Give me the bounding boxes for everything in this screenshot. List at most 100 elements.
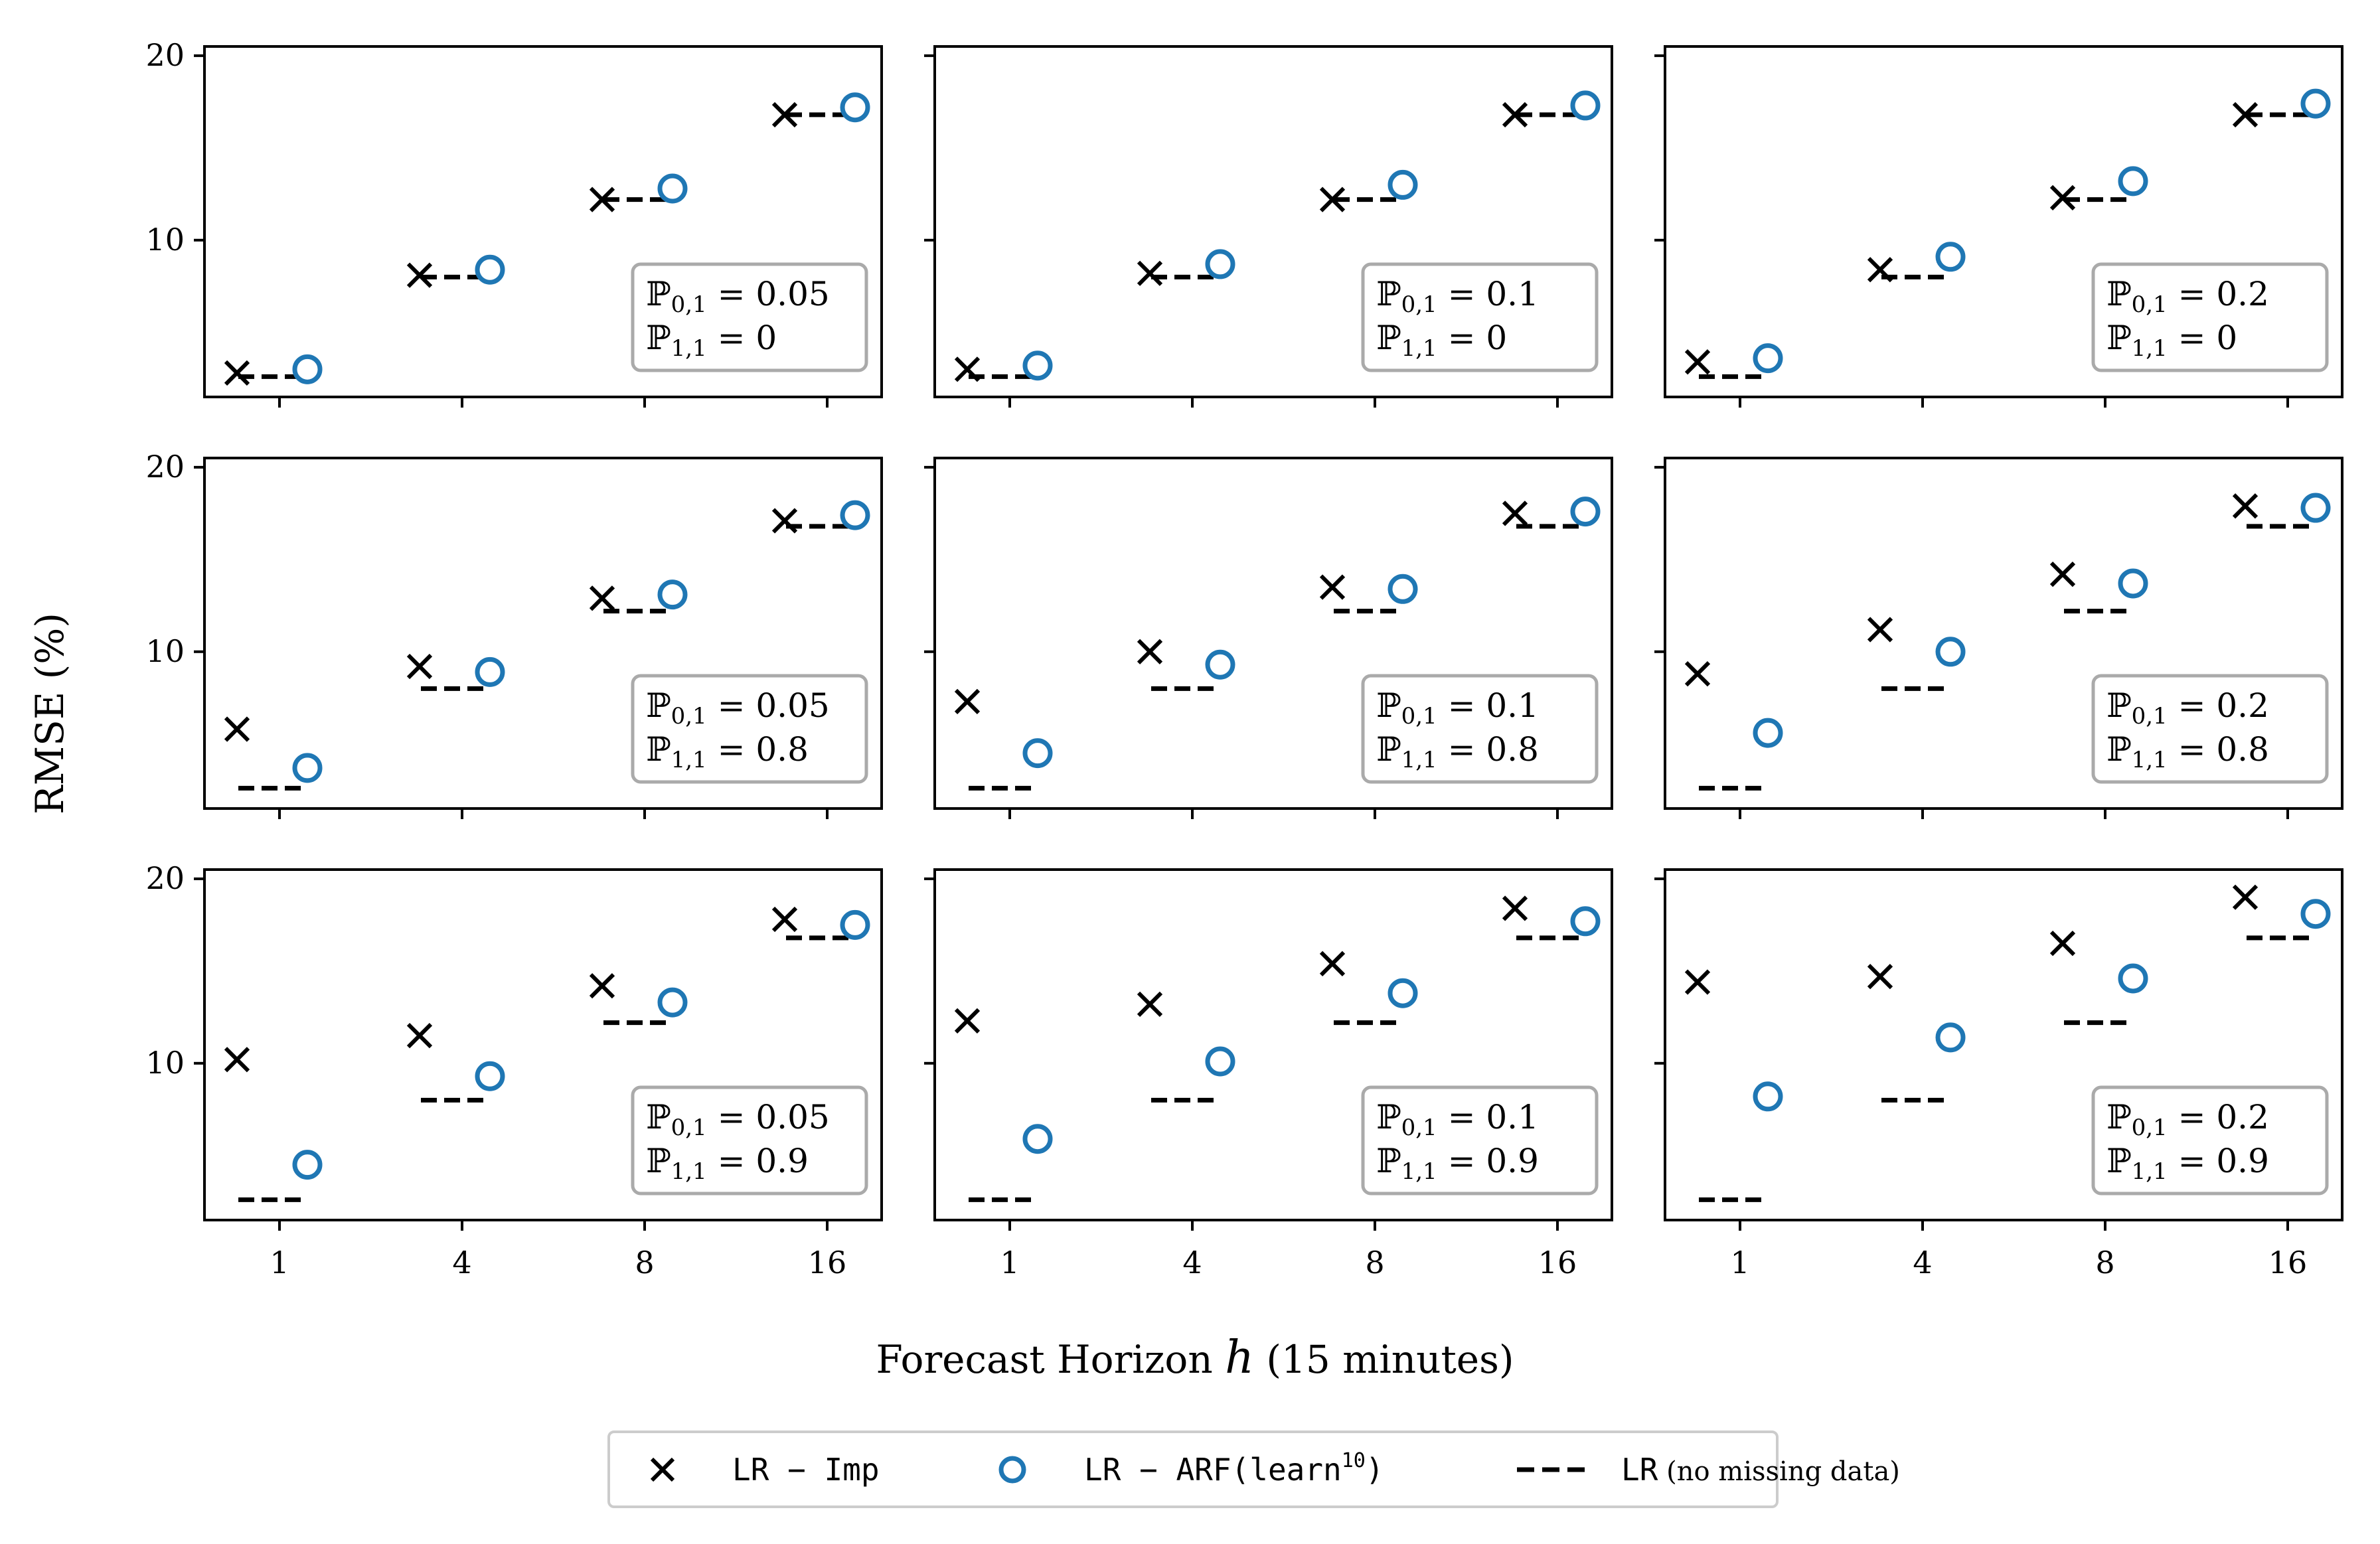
imp-point-stroke: [1684, 349, 1711, 375]
imp-point: [406, 262, 433, 288]
annotation-subscript: 1,1: [1401, 747, 1437, 773]
annotation-line: ℙ0,1 = 0.1: [1376, 1098, 1539, 1141]
annotation-value: = 0.05: [707, 1098, 830, 1136]
annotation-subscript: 0,1: [2132, 703, 2168, 730]
imp-point: [224, 360, 250, 386]
arf-point: [292, 354, 323, 384]
imp-point-stroke: [1867, 617, 1893, 643]
annotation-value: = 0.1: [1437, 686, 1539, 725]
annotation-subscript: 0,1: [2132, 291, 2168, 318]
annotation-subscript: 0,1: [2132, 1115, 2168, 1141]
legend-arf-label-base: LR − ARF(learn: [1084, 1452, 1342, 1488]
imp-point-stroke: [1684, 969, 1711, 995]
annotation-box: [2091, 262, 2329, 372]
imp-point-stroke: [224, 716, 250, 742]
arf-point: [292, 1150, 323, 1180]
imp-point-stroke: [406, 1022, 433, 1049]
imp-point: [2049, 931, 2076, 957]
imp-point: [589, 972, 615, 999]
annotation-subscript: 1,1: [1401, 1158, 1437, 1185]
y-tick-label: 20: [145, 449, 185, 485]
panel-annotation: ℙ0,1 = 0.2ℙ1,1 = 0: [2091, 262, 2329, 372]
annotation-box: [1361, 674, 1599, 784]
arf-point: [1205, 649, 1235, 680]
annotation-symbol: ℙ: [646, 1098, 671, 1136]
annotation-value: = 0.9: [2168, 1142, 2269, 1180]
arf-point: [1935, 1022, 1966, 1053]
annotation-line: ℙ1,1 = 0.9: [2106, 1142, 2269, 1185]
panel-frame: [933, 457, 1613, 810]
arf-point: [1022, 1124, 1053, 1154]
imp-point-stroke: [1137, 639, 1163, 664]
x-axis-title: Forecast Horizon h (15 minutes): [876, 1332, 1514, 1384]
imp-point: [406, 1022, 433, 1049]
panel-3: ℙ0,1 = 0.2ℙ1,1 = 0: [1654, 45, 2343, 408]
imp-point: [1137, 260, 1163, 286]
imp-point-stroke: [771, 508, 798, 534]
arf-point: [475, 1061, 505, 1091]
panel-frame: [1664, 868, 2343, 1221]
x-tick-label: 1: [1000, 1245, 1019, 1280]
arf-point: [1935, 242, 1966, 272]
annotation-subscript: 0,1: [1401, 703, 1437, 730]
y-tick-label: 10: [145, 633, 185, 669]
imp-point-stroke: [1867, 964, 1893, 990]
arf-point: [475, 656, 505, 687]
legend-arf-label-sup: 10: [1342, 1449, 1366, 1472]
imp-point-stroke: [1867, 257, 1893, 283]
imp-point-stroke: [589, 585, 615, 611]
panel-5: ℙ0,1 = 0.1 ℙ1,1 = 0.8: [924, 457, 1613, 819]
imp-point-stroke: [771, 102, 798, 127]
annotation-line: ℙ0,1 = 0.05: [646, 275, 830, 318]
arf-point: [2118, 963, 2148, 994]
annotation-line: ℙ1,1 = 0.8: [646, 730, 809, 773]
x-tick-label: 4: [1182, 1245, 1202, 1280]
annotation-symbol: ℙ: [646, 1142, 671, 1180]
imp-point: [589, 585, 615, 611]
legend-frame: [607, 1430, 1779, 1508]
annotation-symbol: ℙ: [2106, 1142, 2132, 1180]
annotation-line: ℙ1,1 = 0.9: [646, 1142, 809, 1185]
annotation-line: ℙ1,1 = 0.8: [1376, 730, 1539, 773]
annotation-symbol: ℙ: [2106, 686, 2132, 725]
annotation-box: [2091, 674, 2329, 784]
panel-annotation: ℙ0,1 = 0.1ℙ1,1 = 0.9: [1361, 1085, 1599, 1196]
legend-lr-label: LR (no missing data): [1621, 1452, 1900, 1488]
imp-point: [2232, 493, 2259, 519]
x-tick-label: 16: [2268, 1245, 2308, 1280]
annotation-symbol: ℙ: [646, 319, 671, 357]
y-tick-label: 20: [145, 860, 185, 896]
imp-point-stroke: [2049, 185, 2076, 210]
imp-point-stroke: [954, 356, 981, 382]
arf-point: [475, 254, 505, 285]
annotation-symbol: ℙ: [1376, 686, 1401, 725]
annotation-box: [1361, 1085, 1599, 1196]
imp-point: [224, 716, 250, 742]
x-axis-title-var: h: [1225, 1332, 1254, 1384]
imp-point-stroke: [1502, 501, 1528, 526]
annotation-line: ℙ0,1 = 0.05: [646, 686, 830, 730]
imp-point: [954, 1008, 981, 1034]
annotation-value: = 0.2: [2168, 275, 2269, 313]
annotation-line: ℙ0,1 = 0.2: [2106, 275, 2269, 318]
imp-point-stroke: [954, 1008, 981, 1034]
annotation-value: = 0: [1437, 319, 1508, 357]
annotation-symbol: ℙ: [2106, 730, 2132, 769]
imp-point-stroke: [1502, 895, 1528, 921]
x-tick-label: 4: [1913, 1245, 1932, 1280]
annotation-subscript: 1,1: [2132, 335, 2168, 362]
imp-point-stroke: [954, 688, 981, 714]
annotation-value: = 0.9: [707, 1142, 809, 1180]
x-tick-label: 8: [635, 1245, 654, 1280]
imp-point-stroke: [406, 262, 433, 288]
imp-point-stroke: [1319, 574, 1346, 600]
annotation-line: ℙ0,1 = 0.2: [2106, 1098, 2269, 1141]
arf-point: [2118, 166, 2148, 196]
panel-frame: [933, 45, 1613, 398]
annotation-symbol: ℙ: [1376, 730, 1401, 769]
